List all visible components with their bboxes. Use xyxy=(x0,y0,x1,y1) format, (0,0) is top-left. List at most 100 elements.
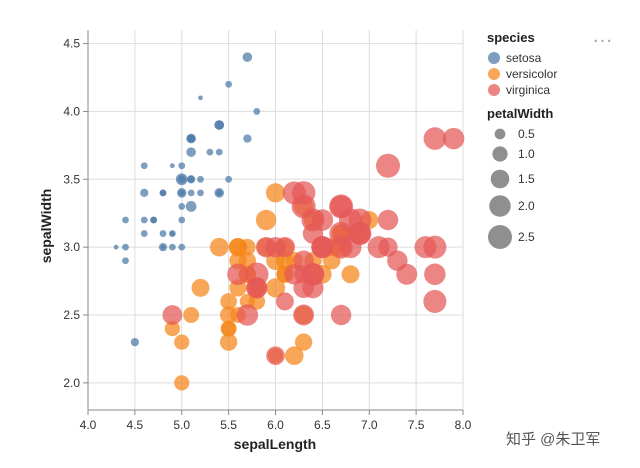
data-point-setosa xyxy=(197,175,204,183)
legend-label-versicolor: versicolor xyxy=(506,67,557,81)
series-virginica xyxy=(162,127,465,366)
data-point-versicolor xyxy=(191,278,210,297)
data-point-virginica xyxy=(330,304,352,326)
x-tick-label: 8.0 xyxy=(455,418,472,432)
data-point-setosa xyxy=(243,134,252,143)
data-point-setosa xyxy=(169,163,175,169)
data-point-virginica xyxy=(294,264,313,284)
data-point-versicolor xyxy=(220,293,237,310)
data-point-setosa xyxy=(113,244,119,250)
x-tick-label: 5.0 xyxy=(173,418,190,432)
data-point-setosa xyxy=(150,216,158,224)
data-point-setosa xyxy=(187,135,195,142)
data-points xyxy=(113,52,465,391)
data-point-setosa xyxy=(178,162,186,170)
series-setosa xyxy=(113,52,261,347)
data-point-setosa xyxy=(253,108,261,115)
legend-label-virginica: virginica xyxy=(506,83,550,97)
data-point-versicolor xyxy=(294,333,313,351)
data-point-setosa xyxy=(159,230,167,237)
data-point-setosa xyxy=(140,230,148,237)
y-axis-ticks: 2.0 2.5 3.0 3.5 4.0 4.5 xyxy=(63,37,88,390)
data-point-virginica xyxy=(275,292,294,311)
y-tick-label: 3.5 xyxy=(63,172,80,186)
data-point-setosa xyxy=(140,188,149,198)
data-point-setosa xyxy=(185,201,197,212)
data-point-versicolor xyxy=(174,375,190,391)
legend-size-title: petalWidth xyxy=(487,106,553,121)
data-point-setosa xyxy=(225,80,233,88)
legend-swatch-virginica xyxy=(488,84,500,96)
data-point-setosa xyxy=(140,216,148,224)
data-point-setosa xyxy=(187,189,195,197)
data-point-virginica xyxy=(375,153,401,178)
x-tick-label: 6.0 xyxy=(267,418,284,432)
data-point-virginica xyxy=(162,305,183,325)
legend-label-setosa: setosa xyxy=(506,51,542,65)
x-axis-title: sepalLength xyxy=(234,436,316,452)
data-point-versicolor xyxy=(219,306,238,324)
data-point-virginica xyxy=(329,235,353,259)
legend-species-items: setosa versicolor virginica xyxy=(488,51,557,97)
data-point-setosa xyxy=(178,216,186,224)
data-point-setosa xyxy=(122,243,129,251)
data-point-setosa xyxy=(168,243,176,251)
watermark-text: 知乎 @朱卫军 xyxy=(506,431,600,448)
more-horizontal-icon[interactable]: ··· xyxy=(592,30,614,52)
data-point-versicolor xyxy=(164,320,180,337)
x-tick-label: 7.5 xyxy=(408,418,425,432)
legend-size-swatch xyxy=(489,195,511,217)
x-tick-label: 5.5 xyxy=(220,418,237,432)
data-point-setosa xyxy=(242,52,253,62)
data-point-setosa xyxy=(140,162,148,170)
data-point-versicolor xyxy=(209,237,229,257)
data-point-versicolor xyxy=(219,333,238,351)
data-point-versicolor xyxy=(239,238,256,256)
data-point-versicolor xyxy=(255,209,277,231)
x-axis-ticks: 4.0 4.5 5.0 5.5 6.0 6.5 7.0 7.5 8.0 xyxy=(80,410,472,432)
data-point-versicolor xyxy=(341,265,360,284)
legend-size-items: 0.5 1.0 1.5 2.0 2.5 xyxy=(487,127,535,250)
legend-size-label: 1.5 xyxy=(518,172,535,186)
x-tick-label: 4.0 xyxy=(80,418,97,432)
data-point-virginica xyxy=(423,235,447,259)
data-point-setosa xyxy=(225,175,233,183)
data-point-setosa xyxy=(175,173,188,186)
legend-species-title: species xyxy=(487,30,535,45)
data-point-setosa xyxy=(168,230,176,237)
data-point-setosa xyxy=(122,257,129,265)
legend-size-label: 1.0 xyxy=(518,147,535,161)
data-point-virginica xyxy=(255,236,277,258)
axes: 4.0 4.5 5.0 5.5 6.0 6.5 7.0 7.5 8.0 2.0 2.5 3.0 3.5… xyxy=(38,30,472,452)
data-point-virginica xyxy=(424,263,446,286)
data-point-virginica xyxy=(378,237,398,257)
data-point-versicolor xyxy=(284,346,304,366)
data-point-setosa xyxy=(214,120,225,130)
x-tick-label: 6.5 xyxy=(314,418,331,432)
data-point-setosa xyxy=(206,148,214,156)
data-point-virginica xyxy=(246,277,268,299)
data-point-setosa xyxy=(215,148,223,156)
data-point-virginica xyxy=(311,236,334,258)
legend: species setosa versicolor virginica petalW… xyxy=(487,30,557,250)
legend-swatch-versicolor xyxy=(488,68,500,80)
data-point-virginica xyxy=(423,289,447,313)
data-point-versicolor xyxy=(183,307,200,323)
data-point-virginica xyxy=(329,194,354,219)
data-point-virginica xyxy=(266,346,285,366)
y-tick-label: 4.5 xyxy=(63,37,80,51)
legend-size-label: 0.5 xyxy=(518,127,535,141)
legend-size-label: 2.5 xyxy=(518,230,535,244)
y-axis-title: sepalWidth xyxy=(38,189,54,264)
data-point-versicolor xyxy=(174,334,190,350)
data-point-virginica xyxy=(227,263,249,286)
data-point-setosa xyxy=(159,189,167,197)
data-point-setosa xyxy=(198,95,203,101)
legend-swatch-setosa xyxy=(488,52,500,64)
legend-size-swatch xyxy=(487,224,513,250)
data-point-setosa xyxy=(158,242,168,252)
data-point-setosa xyxy=(197,189,204,197)
data-point-virginica xyxy=(423,127,447,150)
data-point-virginica xyxy=(293,304,315,326)
data-point-setosa xyxy=(178,243,186,251)
